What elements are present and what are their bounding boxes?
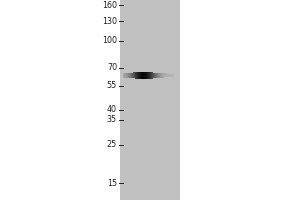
Bar [124,73,125,78]
Bar [155,73,156,78]
Bar [164,73,165,77]
Bar [156,73,157,78]
Bar [149,72,150,79]
Bar [170,74,171,77]
Bar [169,74,170,77]
Bar [158,73,159,78]
Bar [131,73,132,78]
Bar [141,72,142,79]
Bar [154,73,155,78]
Text: 25: 25 [107,140,117,149]
Bar [143,72,144,79]
Bar [171,74,172,77]
Bar [129,73,130,78]
Bar [150,72,151,79]
Bar [142,72,143,79]
Bar [152,72,153,79]
Bar [151,72,152,79]
Bar [139,72,140,79]
Bar [167,73,168,77]
Text: 15: 15 [107,179,117,188]
Bar [153,73,154,78]
Bar [163,73,164,78]
Bar [120,0,180,200]
Bar [130,73,131,78]
Bar [160,73,161,78]
Bar [125,73,126,78]
Bar [159,73,160,78]
Bar [168,74,169,77]
Bar [145,72,146,79]
Text: 55: 55 [107,81,117,90]
Bar [146,72,147,79]
Bar [166,73,167,77]
Bar [136,72,137,79]
Text: 100: 100 [102,36,117,45]
Bar [123,73,124,78]
Bar [161,73,162,78]
Bar [135,72,136,79]
Text: 130: 130 [102,17,117,26]
Text: 35: 35 [107,115,117,124]
Bar [173,74,174,77]
Bar [128,73,129,78]
Bar [172,74,173,77]
Text: 70: 70 [107,63,117,72]
Text: 160: 160 [102,1,117,10]
Bar [133,72,134,78]
Bar [127,73,128,78]
Bar [144,72,145,79]
Bar [126,73,127,78]
Bar [162,73,163,78]
Bar [147,72,148,79]
Bar [138,72,139,79]
Bar [157,73,158,78]
Bar [140,72,141,79]
Bar [137,72,138,79]
Bar [134,72,135,78]
Bar [165,73,166,77]
Text: 40: 40 [107,105,117,114]
Bar [132,73,133,78]
Bar [148,72,149,79]
